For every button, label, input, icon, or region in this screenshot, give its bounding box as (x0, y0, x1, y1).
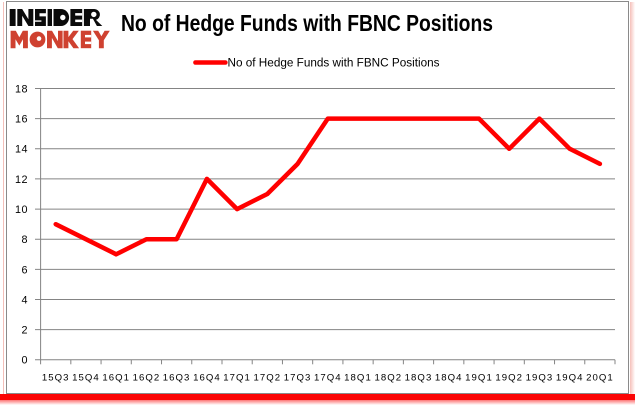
svg-text:17Q2: 17Q2 (253, 373, 281, 384)
svg-text:2: 2 (21, 325, 28, 337)
svg-text:15Q4: 15Q4 (72, 373, 100, 384)
svg-text:16: 16 (15, 114, 28, 126)
svg-text:19Q1: 19Q1 (465, 373, 493, 384)
svg-text:10: 10 (15, 204, 28, 216)
svg-text:20Q1: 20Q1 (586, 373, 614, 384)
svg-text:17Q3: 17Q3 (284, 373, 312, 384)
svg-text:14: 14 (15, 144, 28, 156)
svg-text:19Q2: 19Q2 (495, 373, 523, 384)
svg-text:18Q4: 18Q4 (435, 373, 463, 384)
svg-text:18Q2: 18Q2 (374, 373, 402, 384)
svg-text:6: 6 (21, 264, 28, 276)
svg-text:19Q4: 19Q4 (556, 373, 584, 384)
svg-text:16Q4: 16Q4 (193, 373, 221, 384)
svg-text:12: 12 (15, 174, 28, 186)
svg-text:4: 4 (21, 294, 28, 306)
svg-text:18: 18 (15, 83, 28, 95)
svg-text:16Q2: 16Q2 (133, 373, 161, 384)
svg-text:17Q1: 17Q1 (223, 373, 251, 384)
svg-text:19Q3: 19Q3 (526, 373, 554, 384)
svg-text:16Q1: 16Q1 (102, 373, 130, 384)
svg-text:8: 8 (21, 234, 28, 246)
svg-text:15Q3: 15Q3 (42, 373, 70, 384)
svg-text:18Q1: 18Q1 (344, 373, 372, 384)
svg-text:17Q4: 17Q4 (314, 373, 342, 384)
svg-text:0: 0 (21, 355, 28, 367)
svg-text:No of Hedge Funds with FBNC Po: No of Hedge Funds with FBNC Positions (228, 55, 440, 69)
svg-text:16Q3: 16Q3 (163, 373, 191, 384)
svg-text:No of Hedge Funds with FBNC Po: No of Hedge Funds with FBNC Positions (121, 10, 493, 36)
svg-text:18Q3: 18Q3 (405, 373, 433, 384)
